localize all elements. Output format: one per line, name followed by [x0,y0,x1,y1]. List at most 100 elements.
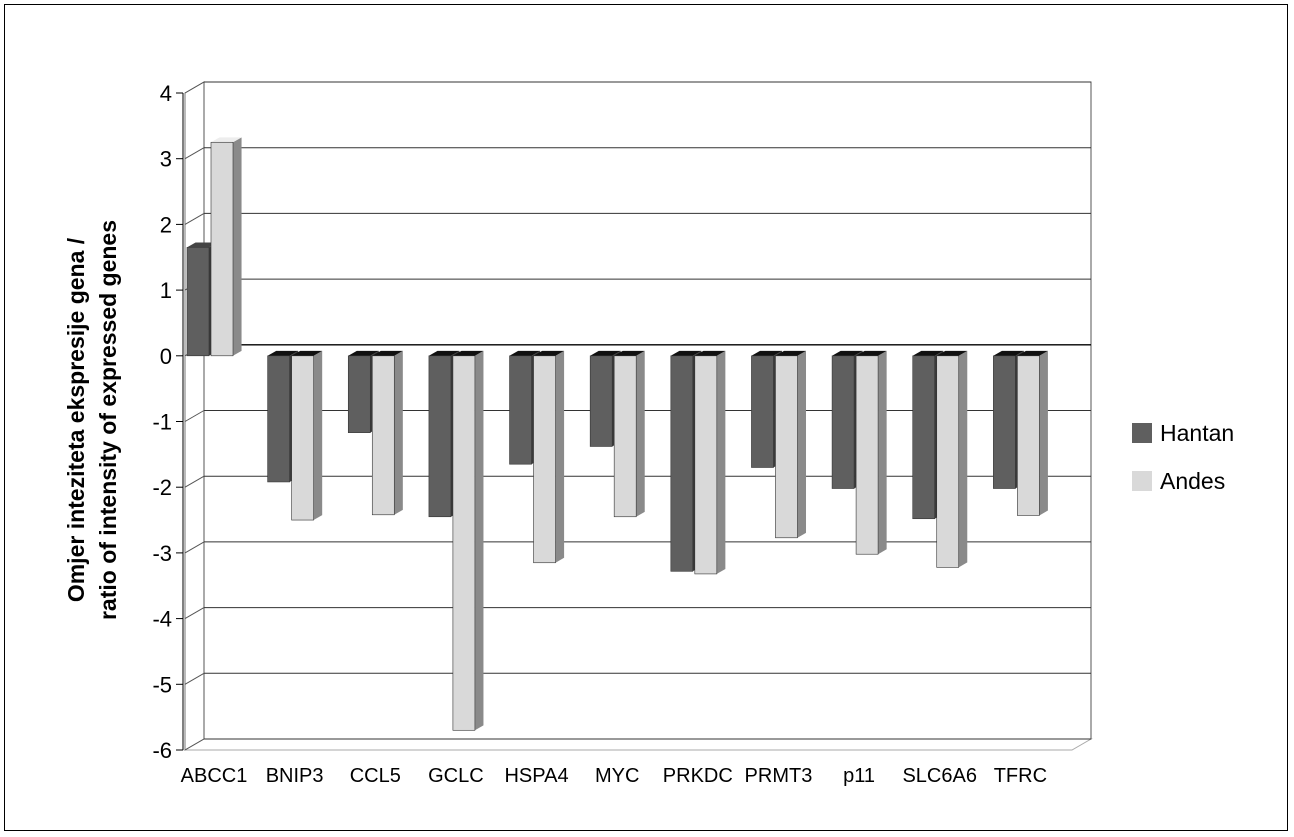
y-tick-label: 4 [160,81,172,106]
bar-front [775,355,798,539]
bar-front [1017,355,1040,516]
gridline-side [184,607,205,620]
bar-andes-bnip3 [291,350,323,521]
bar-side [716,350,726,574]
bar-side [233,137,242,356]
bar-andes-hspa4 [533,350,565,564]
gridline-side [184,410,205,422]
bar-front [670,355,694,572]
bar-front [371,355,395,516]
bar-side [797,350,807,538]
x-tick-label: HSPA4 [504,765,568,787]
bar-side [636,350,645,517]
bar-top [211,137,242,143]
bar-side [1039,350,1048,516]
bar-front [855,355,879,555]
bar-top [912,350,944,356]
bar-front [452,355,476,731]
x-axis: ABCC1 BNIP3 CCL5 GCLC HSPA4 MYC PRKDC PRMT3 p11 S… [181,765,1047,787]
bar-top [452,350,484,356]
bar-andes-gclc [452,350,484,731]
x-tick-label: PRMT3 [745,765,813,787]
bar-front [936,355,960,568]
bar-side [474,350,484,731]
bar-top [509,350,541,356]
bar-front [186,247,210,357]
bar-andes-abcc1 [210,137,242,357]
y-tick-label: -4 [152,607,172,632]
legend-label-andes: Andes [1160,468,1225,494]
x-tick-label: BNIP3 [266,765,324,787]
x-tick-label: ABCC1 [181,765,248,787]
bar-front [267,355,290,483]
x-tick-label: GCLC [428,765,484,787]
chart-frame [4,4,1288,831]
x-tick-label: TFRC [994,765,1047,787]
bar-top [291,350,323,356]
x-tick-label: SLC6A6 [902,765,977,787]
bar-side [958,350,968,568]
bar-front [428,355,452,518]
bar-front [533,355,556,564]
bar-top [372,350,403,356]
bar-top [1017,350,1048,356]
y-axis-label-line2: ratio of intensity of expressed genes [95,220,121,620]
y-axis: 4 3 2 1 0 -1 -2 -3 -4 -5 -6 [152,81,184,763]
y-tick-label: -2 [152,475,172,500]
y-tick-label: 2 [160,212,172,237]
bar-side [878,350,887,555]
gridlines [184,81,1091,751]
y-tick-label: -3 [152,541,172,566]
bar-front [347,355,371,433]
y-axis-label-line1: Omjer inteziteta ekspresije gena / [63,237,89,602]
floor [183,738,1093,751]
legend: Hantan Andes [1132,420,1234,494]
gridline-side [184,738,205,751]
bar-top [267,350,299,356]
gridline-side [184,81,205,94]
bar-andes-ccl5 [371,350,403,516]
y-tick-label: 0 [160,344,172,369]
x-tick-label: PRKDC [663,765,733,787]
bar-front [589,355,613,447]
bar-top [856,350,887,356]
bar-top [936,350,968,356]
bar-andes-prkdc [694,350,726,575]
bar-top [590,350,621,356]
bar-top [694,350,726,356]
legend-swatch-andes [1132,471,1152,491]
bar-top [428,350,460,356]
bar-top [775,350,807,356]
legend-swatch-hantan [1132,423,1152,443]
bar-side [394,350,403,515]
bar-top [533,350,565,356]
bar-front [831,355,855,489]
gridline-side [184,212,205,225]
bar-top [348,350,379,356]
bar-top [614,350,645,356]
y-tick-label: 1 [160,278,172,303]
gridline-side [184,672,205,685]
y-tick-label: -5 [152,672,172,697]
x-tick-label: p11 [843,765,875,787]
bars [186,137,1048,731]
bar-side [313,350,323,521]
bar-front [912,355,936,520]
legend-label-hantan: Hantan [1160,420,1234,446]
y-tick-label: -6 [152,738,172,763]
bar-front [509,355,532,465]
bar-andes-slc6a6 [936,350,968,568]
bar-front [751,355,774,468]
gridline-side [184,147,205,160]
bar-front [291,355,314,521]
bar-top [187,242,218,248]
y-tick-label: 3 [160,147,172,172]
bar-andes-prmt3 [775,350,807,539]
bar-front [694,355,718,575]
bar-andes-myc [613,350,645,518]
gridline-side [184,541,205,554]
y-tick-label: -1 [152,410,172,435]
bar-top [751,350,783,356]
bar-front [613,355,637,518]
